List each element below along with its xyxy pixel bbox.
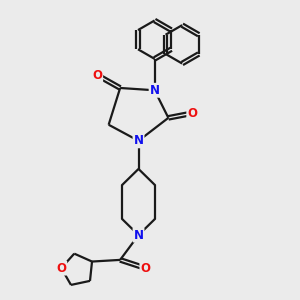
Text: N: N — [150, 84, 160, 97]
Text: N: N — [134, 134, 143, 147]
Text: O: O — [140, 262, 150, 275]
Text: O: O — [56, 262, 66, 275]
Text: O: O — [187, 107, 197, 120]
Text: N: N — [134, 229, 143, 242]
Text: O: O — [92, 69, 102, 82]
